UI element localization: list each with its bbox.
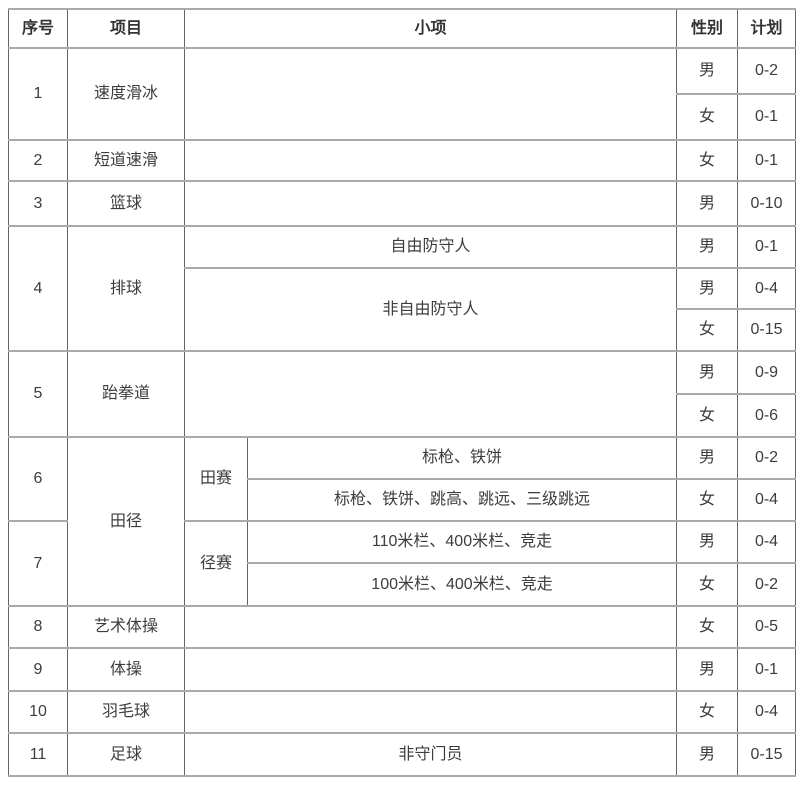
cell-plan: 0-1 [737, 93, 797, 141]
cell-plan: 0-4 [737, 520, 797, 564]
cell-plan: 0-4 [737, 267, 797, 310]
cell-gender: 女 [676, 478, 739, 522]
cell-no: 9 [8, 647, 68, 692]
cell-project: 田径 [67, 436, 185, 607]
cell-subitem [183, 690, 678, 734]
cell-subitem [183, 47, 678, 141]
cell-gender: 女 [676, 393, 739, 438]
cell-no: 8 [8, 605, 68, 649]
cell-gender: 女 [676, 562, 739, 607]
cell-plan: 0-4 [737, 690, 797, 734]
cell-gender: 女 [676, 93, 739, 141]
table-row: 100米栏、400米栏、竞走 女 0-2 [9, 562, 797, 607]
header-row: 序号 项目 小项 性别 计划 [8, 8, 797, 49]
cell-gender: 男 [676, 647, 739, 692]
table-row: 2 短道速滑 女 0-1 [8, 139, 797, 182]
cell-subitem: 100米栏、400米栏、竞走 [246, 562, 678, 607]
cell-subitem [183, 350, 678, 438]
table-row: 9 体操 男 0-1 [8, 647, 797, 692]
cell-gender: 男 [676, 732, 739, 777]
table-row: 4 排球 自由防守人 男 0-1 [8, 225, 797, 352]
cell-subitem: 自由防守人 [183, 225, 678, 269]
cell-subitem: 非守门员 [183, 732, 678, 777]
cell-gender: 女 [676, 690, 739, 734]
cell-no: 2 [8, 139, 68, 182]
cell-no: 10 [8, 690, 68, 734]
cell-no: 1 [8, 47, 68, 141]
table-row: 女 0-1 [9, 93, 797, 141]
cell-project: 足球 [67, 732, 185, 777]
cell-subgroup: 径赛 [184, 520, 248, 607]
cell-subitem [183, 139, 678, 182]
cell-no: 6 [8, 436, 68, 522]
table-row: 女 0-15 [9, 308, 797, 352]
cell-project: 羽毛球 [67, 690, 185, 734]
table-row: 7 径赛 110米栏、400米栏、竞走 男 0-4 [8, 520, 797, 607]
table-row: 5 跆拳道 男 0-9 [8, 350, 797, 438]
header-subitem: 小项 [183, 8, 678, 49]
cell-plan: 0-4 [737, 478, 797, 522]
table-row: 非自由防守人 男 0-4 [9, 267, 797, 352]
table-row: 6 田径 田赛 标枪、铁饼 男 0-2 [8, 436, 797, 607]
table-row: 11 足球 非守门员 男 0-15 [8, 732, 797, 777]
cell-plan: 0-2 [737, 562, 797, 607]
cell-project: 短道速滑 [67, 139, 185, 182]
header-project: 项目 [67, 8, 185, 49]
cell-subitem: 标枪、铁饼、跳高、跳远、三级跳远 [246, 478, 678, 522]
cell-subitem [183, 605, 678, 649]
cell-plan: 0-15 [737, 308, 797, 352]
cell-subitem: 标枪、铁饼 [246, 436, 678, 480]
sports-recruitment-table: 序号 项目 小项 性别 计划 1 速度滑冰 男 0-2 女 0-1 2 [8, 8, 797, 777]
cell-plan: 0-5 [737, 605, 797, 649]
cell-plan: 0-1 [737, 647, 797, 692]
cell-gender: 女 [676, 605, 739, 649]
cell-no: 7 [8, 520, 68, 607]
sports-recruitment-table-container: 序号 项目 小项 性别 计划 1 速度滑冰 男 0-2 女 0-1 2 [8, 8, 797, 777]
cell-subitem [183, 180, 678, 227]
cell-gender: 男 [676, 350, 739, 395]
cell-no: 5 [8, 350, 68, 438]
cell-no: 4 [8, 225, 68, 352]
cell-plan: 0-1 [737, 139, 797, 182]
cell-plan: 0-2 [737, 436, 797, 480]
cell-plan: 0-10 [737, 180, 797, 227]
cell-subitem: 110米栏、400米栏、竞走 [246, 520, 678, 564]
cell-no: 11 [8, 732, 68, 777]
cell-gender: 男 [676, 520, 739, 564]
cell-plan: 0-6 [737, 393, 797, 438]
cell-project: 艺术体操 [67, 605, 185, 649]
table-row: 标枪、铁饼、跳高、跳远、三级跳远 女 0-4 [9, 478, 797, 522]
cell-gender: 男 [676, 47, 739, 95]
cell-subitem [183, 647, 678, 692]
cell-plan: 0-2 [737, 47, 797, 95]
cell-plan: 0-15 [737, 732, 797, 777]
table-row: 3 篮球 男 0-10 [8, 180, 797, 227]
header-plan: 计划 [737, 8, 797, 49]
cell-project: 体操 [67, 647, 185, 692]
cell-gender: 女 [676, 139, 739, 182]
cell-gender: 女 [676, 308, 739, 352]
cell-no: 3 [8, 180, 68, 227]
header-gender: 性别 [676, 8, 739, 49]
cell-subgroup: 田赛 [184, 436, 248, 522]
table-row: 1 速度滑冰 男 0-2 [8, 47, 797, 141]
cell-gender: 男 [676, 180, 739, 227]
cell-subitem: 非自由防守人 [183, 267, 678, 352]
table-row: 10 羽毛球 女 0-4 [8, 690, 797, 734]
cell-project: 速度滑冰 [67, 47, 185, 141]
table-row: 8 艺术体操 女 0-5 [8, 605, 797, 649]
cell-plan: 0-1 [737, 225, 797, 269]
table-row: 女 0-6 [9, 393, 797, 438]
cell-gender: 男 [676, 267, 739, 310]
header-no: 序号 [8, 8, 68, 49]
cell-project: 排球 [67, 225, 185, 352]
cell-project: 跆拳道 [67, 350, 185, 438]
cell-gender: 男 [676, 436, 739, 480]
cell-gender: 男 [676, 225, 739, 269]
cell-plan: 0-9 [737, 350, 797, 395]
cell-project: 篮球 [67, 180, 185, 227]
